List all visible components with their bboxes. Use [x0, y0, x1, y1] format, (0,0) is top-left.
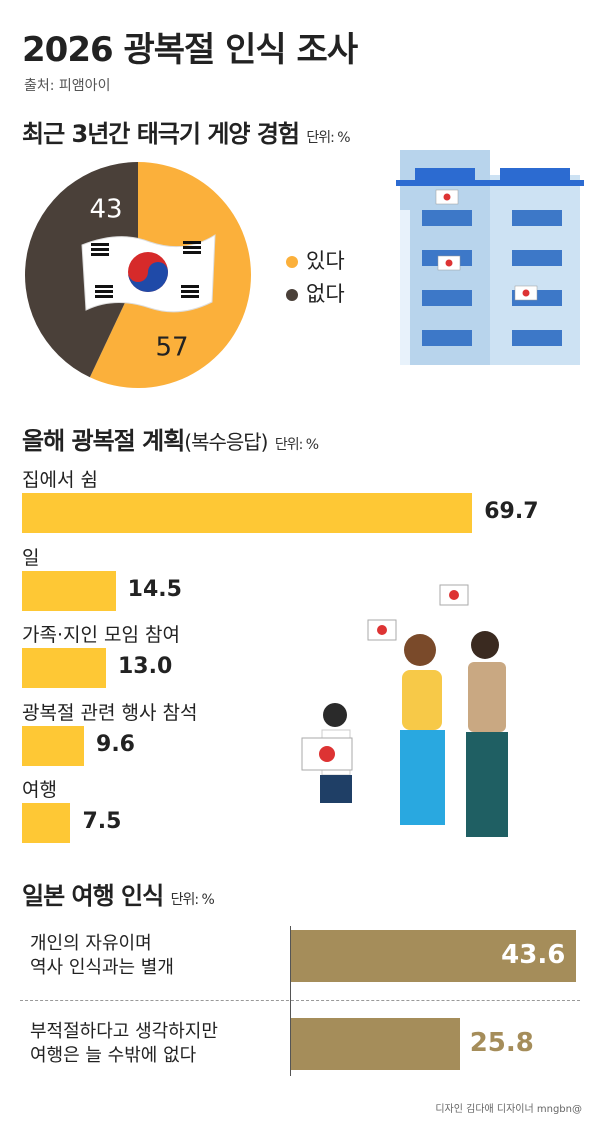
bar — [291, 1018, 460, 1070]
category-label: 집에서 쉼 — [22, 469, 98, 491]
divider — [20, 1000, 580, 1001]
legend-marker — [286, 289, 298, 301]
chart-title-text: 일본 여행 인식 — [22, 882, 164, 910]
value-label: 25.8 — [469, 1028, 534, 1058]
flag-trigram — [91, 243, 109, 246]
category-label: 부적절하다고 생각하지만 여행은 늘 수밖에 없다 — [30, 1021, 218, 1066]
flag-circle-blue — [128, 262, 168, 292]
category-label: 개인의 자유이며 역사 인식과는 별개 — [30, 933, 174, 978]
flag-trigram — [95, 290, 113, 293]
chart-subtitle: (복수응답) — [184, 430, 268, 454]
bar — [291, 930, 577, 982]
flag-trigram — [95, 295, 113, 298]
value-label: 57 — [155, 333, 188, 363]
credit: 디자인 김다애 디자이너 mngbn@ — [435, 1104, 582, 1115]
chart-title: 일본 여행 인식 단위: % — [22, 876, 215, 911]
legend-label: 없다 — [306, 282, 345, 306]
bar — [22, 570, 116, 611]
category-label: 여행 — [22, 779, 57, 801]
flag-trigram — [183, 251, 201, 254]
unit: 단위: % — [170, 892, 215, 908]
chart-title-text: 최근 3년간 태극기 게양 경험 — [22, 120, 300, 148]
flag-trigram — [91, 253, 109, 256]
value-label: 69.7 — [484, 499, 539, 524]
category-label: 일 — [22, 546, 40, 569]
value-label: 14.5 — [127, 576, 182, 602]
chart-title: 올해 광복절 계획(복수응답) 단위: % — [22, 421, 319, 456]
family-illustration — [301, 584, 508, 837]
bar — [22, 493, 473, 533]
flag-trigram — [181, 285, 199, 288]
flag-trigram — [95, 285, 113, 288]
page-title: 2026 광복절 인식 조사 — [22, 30, 358, 70]
flag-trigram — [181, 290, 199, 293]
source: 출처: 피앰아이 — [24, 78, 111, 94]
flag-trigram — [183, 241, 201, 244]
pie-slice — [25, 162, 138, 378]
unit: 단위: % — [274, 437, 319, 453]
flag-trigram — [91, 248, 109, 251]
value-label: 13.0 — [117, 654, 173, 679]
value-label: 43.6 — [501, 940, 566, 970]
chart-title-text: 올해 광복절 계획 — [22, 427, 185, 455]
flag-trigram — [183, 246, 201, 249]
bar — [22, 803, 71, 843]
value-label: 9.6 — [96, 731, 135, 757]
bar — [22, 648, 106, 688]
bar — [22, 725, 85, 766]
flag-illustration — [81, 234, 216, 313]
chart-title: 최근 3년간 태극기 게양 경험 단위: % — [22, 114, 351, 149]
category-label: 광복절 관련 행사 참석 — [22, 701, 198, 724]
flag-trigram — [181, 295, 199, 298]
value-label: 7.5 — [82, 809, 122, 834]
category-label: 가족·지인 모임 참여 — [22, 624, 180, 646]
legend-marker — [286, 256, 298, 268]
building-illustration — [396, 150, 584, 365]
axis-line — [290, 926, 291, 1076]
value-label: 43 — [89, 195, 122, 225]
legend-label: 있다 — [306, 249, 345, 273]
unit: 단위: % — [306, 130, 350, 146]
